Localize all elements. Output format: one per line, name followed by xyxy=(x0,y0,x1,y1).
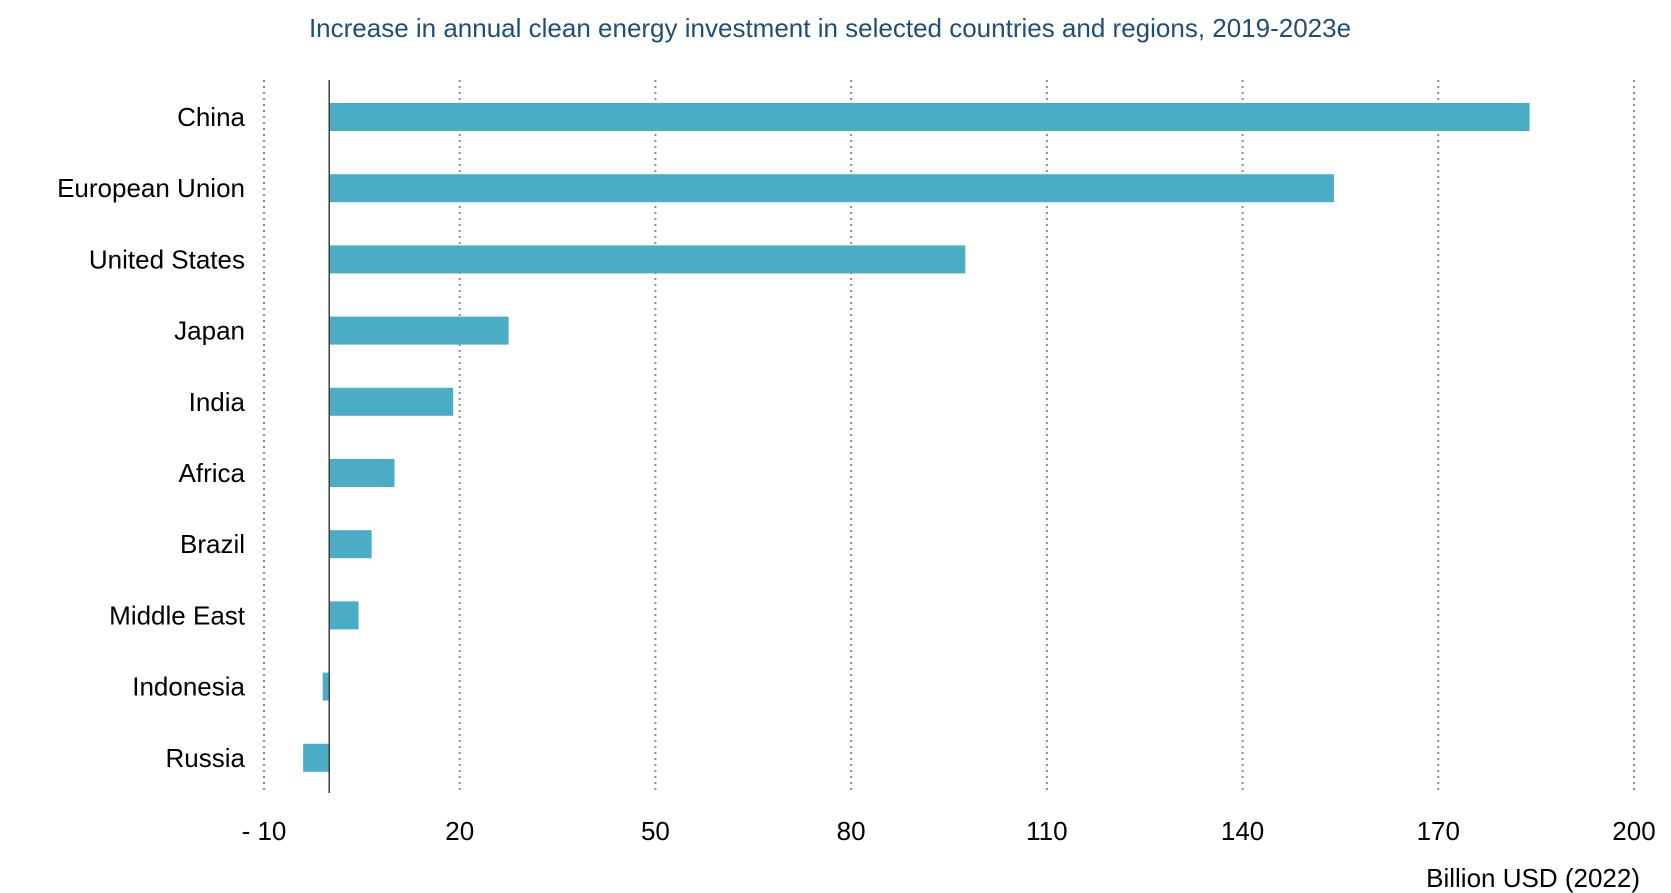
x-tick-label: 170 xyxy=(1417,816,1460,846)
x-axis-label: Billion USD (2022) xyxy=(1426,863,1640,893)
x-tick-label: 110 xyxy=(1026,816,1067,846)
category-label: United States xyxy=(89,244,245,274)
bar-japan xyxy=(329,316,509,345)
bar-india xyxy=(329,387,454,416)
bar-middle-east xyxy=(329,601,359,630)
category-label: Japan xyxy=(174,316,245,346)
bar-european-union xyxy=(329,174,1334,203)
category-label: Indonesia xyxy=(132,672,245,702)
x-tick-label: 50 xyxy=(641,816,670,846)
x-tick-label: 200 xyxy=(1612,816,1655,846)
bar-china xyxy=(329,103,1530,131)
category-labels: China European Union United States Japan Ind… xyxy=(57,102,246,773)
category-label: Russia xyxy=(166,743,246,773)
category-label: Middle East xyxy=(109,600,246,630)
chart-title: Increase in annual clean energy investme… xyxy=(309,13,1351,43)
bar-indonesia xyxy=(322,672,330,701)
x-tick-label: 20 xyxy=(445,816,474,846)
category-label: Brazil xyxy=(180,529,245,559)
bars xyxy=(303,80,1530,793)
category-label: India xyxy=(189,387,246,417)
x-tick-labels: - 10 20 50 80 110 140 170 200 xyxy=(242,816,1656,846)
x-tick-label: - 10 xyxy=(242,816,287,846)
bar-russia xyxy=(303,743,330,772)
category-label: European Union xyxy=(57,173,245,203)
category-label: Africa xyxy=(179,458,246,488)
category-label: China xyxy=(177,102,245,132)
gridlines xyxy=(263,80,1635,793)
bar-brazil xyxy=(329,530,372,559)
x-tick-label: 80 xyxy=(837,816,866,846)
x-tick-label: 140 xyxy=(1221,816,1264,846)
bar-africa xyxy=(329,459,395,487)
bar-united-states xyxy=(329,245,966,274)
